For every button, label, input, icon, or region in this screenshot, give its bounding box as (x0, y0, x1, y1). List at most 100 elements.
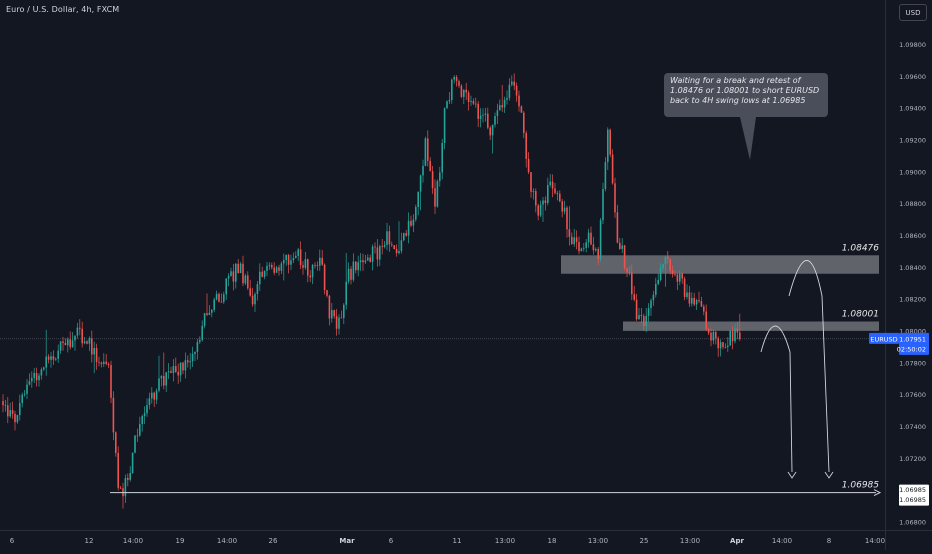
candle-body (105, 361, 107, 364)
candle-body (247, 275, 249, 289)
candle (26, 379, 28, 400)
candle (422, 159, 424, 183)
candle-body (551, 181, 554, 189)
candle-body (573, 237, 575, 245)
candle (302, 261, 304, 275)
candle-body (321, 257, 323, 265)
candle (95, 343, 98, 370)
candle (100, 361, 103, 368)
candle-body (501, 105, 503, 108)
candle-body (664, 256, 667, 265)
projection-path (760, 325, 793, 473)
candle (573, 228, 575, 247)
candle (607, 127, 609, 170)
candle-body (266, 265, 268, 271)
candle (391, 241, 393, 247)
candle (419, 174, 422, 211)
candle (731, 326, 734, 350)
candle-body (283, 260, 285, 264)
candle-body (427, 138, 429, 161)
candle (503, 96, 506, 113)
candle-body (196, 341, 199, 352)
candle (40, 367, 43, 380)
candle-body (422, 165, 424, 176)
candle-body (520, 106, 523, 113)
candle (249, 279, 251, 297)
symbol-title: Euro / U.S. Dollar, 4h, FXCM (6, 5, 120, 14)
candle (441, 138, 443, 180)
candle-body (242, 263, 244, 284)
candle (139, 416, 141, 437)
candle (227, 273, 230, 287)
candle (244, 273, 247, 286)
candle (381, 238, 383, 255)
resistance-zone (561, 255, 879, 274)
candle-body (487, 113, 489, 128)
candle (153, 391, 155, 408)
candle-body (69, 339, 71, 348)
candle-body (650, 300, 652, 309)
candle (218, 292, 220, 303)
zone-label: 1.08001 (842, 310, 879, 320)
candle-body (359, 260, 362, 263)
candle (213, 297, 215, 313)
candle (93, 341, 95, 374)
candle (609, 128, 611, 158)
candle (616, 204, 619, 244)
candle (626, 267, 628, 278)
currency-button[interactable]: USD (899, 4, 927, 21)
candle (482, 108, 484, 123)
candle-body (496, 110, 499, 117)
candle-body (633, 294, 635, 300)
candle (7, 396, 9, 424)
candle-body (134, 435, 136, 453)
price-tag-value: 1.07951 (899, 335, 926, 343)
candle (686, 284, 688, 300)
candle (314, 262, 316, 269)
candle-body (129, 473, 131, 480)
annotation-note[interactable]: Waiting for a break and retest of 1.0847… (664, 73, 828, 117)
candle-body (52, 356, 55, 360)
candle (151, 387, 153, 404)
candle (280, 261, 283, 274)
candle (196, 338, 199, 360)
candle-body (383, 244, 386, 247)
candle-body (218, 293, 220, 302)
candle (122, 482, 124, 509)
candle-body (532, 191, 535, 192)
candle-body (638, 315, 640, 320)
candle-body (211, 309, 213, 313)
candle-body (583, 247, 585, 249)
candle (278, 264, 280, 276)
candle (710, 328, 712, 347)
candle-body (657, 279, 659, 284)
candle-body (98, 361, 100, 363)
candle (86, 340, 88, 345)
price-tag (899, 332, 929, 355)
candle (112, 391, 115, 441)
candle-body (547, 185, 549, 203)
candle (350, 265, 352, 285)
candle-body (458, 81, 460, 86)
candle (568, 206, 571, 246)
time-tick-label: 6 (389, 537, 394, 545)
candle-body (367, 257, 369, 261)
candle-body (518, 95, 520, 107)
candle-body (112, 397, 115, 433)
candle (57, 344, 59, 363)
candle (323, 263, 326, 295)
candle (400, 232, 403, 254)
candle (681, 272, 683, 284)
candle-body (506, 97, 508, 100)
candle (115, 431, 117, 457)
candle-body (463, 89, 465, 97)
target-price-tag-label: 1.06985 (899, 486, 926, 494)
candle-body (43, 367, 45, 370)
candle-body (93, 347, 95, 355)
candle (59, 340, 62, 354)
candle-body (14, 413, 16, 423)
candle (143, 406, 146, 425)
candle-body (115, 432, 117, 454)
